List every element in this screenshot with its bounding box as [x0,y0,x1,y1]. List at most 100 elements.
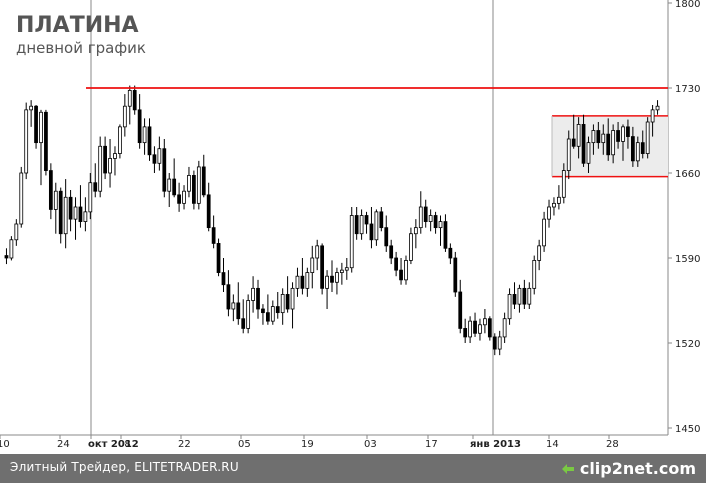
candle [468,316,472,343]
chart-subtitle: дневной график [16,39,146,57]
candle [423,199,428,228]
candle-body-up [14,223,19,241]
candle [142,118,147,155]
candle [251,276,255,313]
candle-body-up [483,318,487,326]
candle-body-down [93,182,98,192]
candle-body-up [527,287,532,305]
candle [216,238,221,277]
candle-body-down [473,320,477,334]
candle [206,182,211,232]
candle-body-down [132,90,137,111]
candle-body-up [246,300,251,329]
candle [187,166,191,198]
candle [616,122,620,149]
candle-body-down [147,126,152,156]
candle-body-down [330,275,334,283]
candle [601,124,606,155]
candle [315,239,320,271]
candle [349,207,354,273]
candle [310,245,315,289]
candle-body-up [339,269,344,273]
candle [241,299,246,334]
candle-body-down [369,223,374,241]
candle [552,197,556,216]
candle [626,119,630,149]
candle [63,179,68,249]
candle [497,330,502,356]
candle-body-down [463,328,468,338]
candle [58,187,63,244]
x-tick-label: 22 [178,439,191,450]
candle [650,105,655,137]
candle-body-up [335,272,339,283]
x-tick-label: 08 [118,439,131,450]
candle [4,248,9,265]
candle-body-up [537,245,542,261]
candle [103,136,107,180]
candle-body-down [354,215,359,235]
x-tick-label: окт 2012 [88,439,139,450]
candle-body-down [458,291,463,329]
candle-body-up [566,138,571,171]
candle-body-up [73,206,78,220]
candle [487,316,492,341]
candle-body-down [34,105,38,144]
candle-body-up [344,267,349,271]
candle [542,211,546,252]
candle [157,136,162,171]
candle [152,146,157,173]
candle [320,243,325,295]
candle [453,251,458,297]
y-tick-label: 1730 [675,84,700,95]
candle-body-down [443,221,448,249]
candle [418,191,423,234]
candle-body-up [650,109,655,123]
candle [606,118,611,161]
candle-body-down [68,196,73,220]
candle [335,267,339,295]
candle [113,146,117,176]
candle [9,236,14,261]
candle-body-down [512,294,517,305]
candle-body-up [231,302,236,310]
candle-body-up [88,182,93,213]
candle-body-down [275,306,280,314]
candle-body-down [48,170,53,210]
candle-body-up [98,145,103,192]
candle [211,215,216,249]
candle [44,109,48,176]
candle-body-up [576,124,581,147]
candle-body-down [389,245,394,259]
candle [532,255,537,295]
candle [88,173,93,220]
candle-body-up [167,178,172,192]
candle-body-down [379,211,384,229]
candle [221,258,226,292]
candle [621,124,625,161]
candle-body-up [305,272,310,289]
candle-body-up [24,109,29,174]
x-tick-label: 24 [57,439,70,450]
candle [591,124,596,155]
candle-body-up [39,111,43,144]
candle [413,219,418,249]
candle [29,100,34,127]
x-tick-label: 03 [364,439,377,450]
candle [48,163,53,220]
candle [167,173,172,207]
candle [270,300,275,325]
candle [182,185,186,210]
vertical-marker-layer [90,0,494,435]
candle [438,215,443,246]
candle-body-down [241,318,246,329]
candle-body-down [522,287,527,305]
candle-body-up [418,206,423,229]
candle [364,211,369,234]
plot-background [0,0,668,435]
candle [517,284,522,313]
candle-body-down [616,130,620,142]
candle-body-down [571,138,576,147]
